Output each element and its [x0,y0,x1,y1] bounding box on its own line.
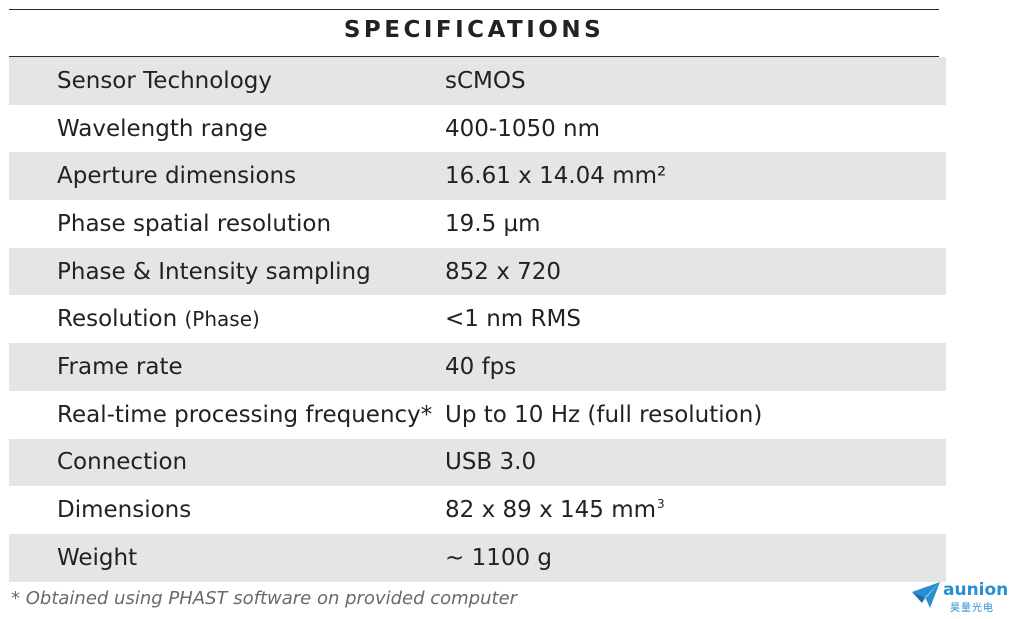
spec-value-superscript: 3 [657,497,665,512]
spec-label: Aperture dimensions [57,163,297,190]
spec-label: Real-time processing frequency* [57,401,433,428]
paper-plane-icon [912,582,940,608]
spec-label: Connection [57,449,188,476]
spec-label-note: (Phase) [184,307,260,332]
table-row: Aperture dimensions 16.61 x 14.04 mm² [9,152,946,201]
spec-label: Phase & Intensity sampling [57,258,371,285]
spec-value-container: 82 x 89 x 145 mm3 [445,497,946,523]
aunion-logo: aunion 昊量光电 [910,580,1010,614]
spec-label-container: Resolution (Phase) [9,306,445,332]
logo-name: aunion [943,580,1009,600]
spec-value: USB 3.0 [445,449,537,476]
title-rule [9,56,939,57]
table-row: Connection USB 3.0 [9,438,946,487]
footnote: * Obtained using PHAST software on provi… [11,588,518,609]
logo-subtitle: 昊量光电 [950,603,994,614]
spec-label: Phase spatial resolution [57,210,332,237]
top-rule [9,9,939,10]
spec-value: 852 x 720 [445,258,562,285]
table-row: Dimensions 82 x 89 x 145 mm3 [9,486,946,534]
spec-value: <1 nm RMS [445,306,581,333]
spec-label: Wavelength range [57,115,268,142]
table-row: Frame rate 40 fps [9,343,946,391]
table-row: Weight ~ 1100 g [9,533,946,582]
table-row: Sensor Technology sCMOS [9,57,946,105]
spec-value: 19.5 µm [445,210,541,237]
table-row: Resolution (Phase) <1 nm RMS [9,295,946,343]
spec-label: Frame rate [57,353,183,380]
spec-label: Sensor Technology [57,67,272,94]
page-title: SPECIFICATIONS [343,17,605,43]
spec-value: 82 x 89 x 145 mm [445,497,657,524]
spec-value: 400-1050 nm [445,115,601,142]
spec-value: 40 fps [445,353,517,380]
spec-value: 16.61 x 14.04 mm² [445,163,667,190]
table-row: Real-time processing frequency* Up to 10… [9,391,946,439]
specifications-table: Sensor Technology sCMOS Wavelength range… [9,57,946,582]
table-row: Phase spatial resolution 19.5 µm [9,200,946,248]
spec-value: sCMOS [445,67,526,94]
spec-value: ~ 1100 g [445,544,553,571]
spec-label: Resolution [57,306,178,333]
spec-label: Dimensions [57,497,192,524]
table-row: Wavelength range 400-1050 nm [9,105,946,153]
spec-label: Weight [57,544,138,571]
spec-value: Up to 10 Hz (full resolution) [445,401,763,428]
table-row: Phase & Intensity sampling 852 x 720 [9,247,946,296]
